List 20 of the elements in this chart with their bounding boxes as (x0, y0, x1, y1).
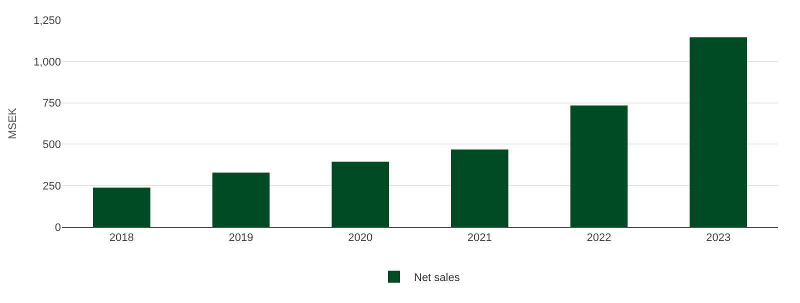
bar (570, 105, 628, 227)
x-tick-label: 2023 (706, 232, 731, 244)
y-tick-label: 0 (54, 222, 61, 234)
bar (93, 188, 150, 227)
y-tick-label: 250 (42, 180, 61, 192)
y-tick-label: 1,000 (33, 56, 61, 68)
bar (212, 172, 270, 227)
y-axis-title: MSEK (7, 107, 20, 140)
x-tick-label: 2021 (467, 232, 492, 244)
bar (332, 162, 389, 227)
x-tick-label: 2019 (228, 232, 254, 244)
y-tick-label: 500 (42, 139, 61, 152)
y-tick-label: 750 (42, 98, 61, 110)
x-tick-label: 2018 (109, 232, 134, 244)
bar (451, 150, 508, 227)
bar (690, 37, 747, 227)
y-tick-label: 1,250 (33, 14, 61, 27)
x-tick-label: 2020 (348, 232, 373, 244)
x-tick-label: 2022 (586, 232, 612, 244)
legend-label: Net sales (414, 272, 460, 284)
